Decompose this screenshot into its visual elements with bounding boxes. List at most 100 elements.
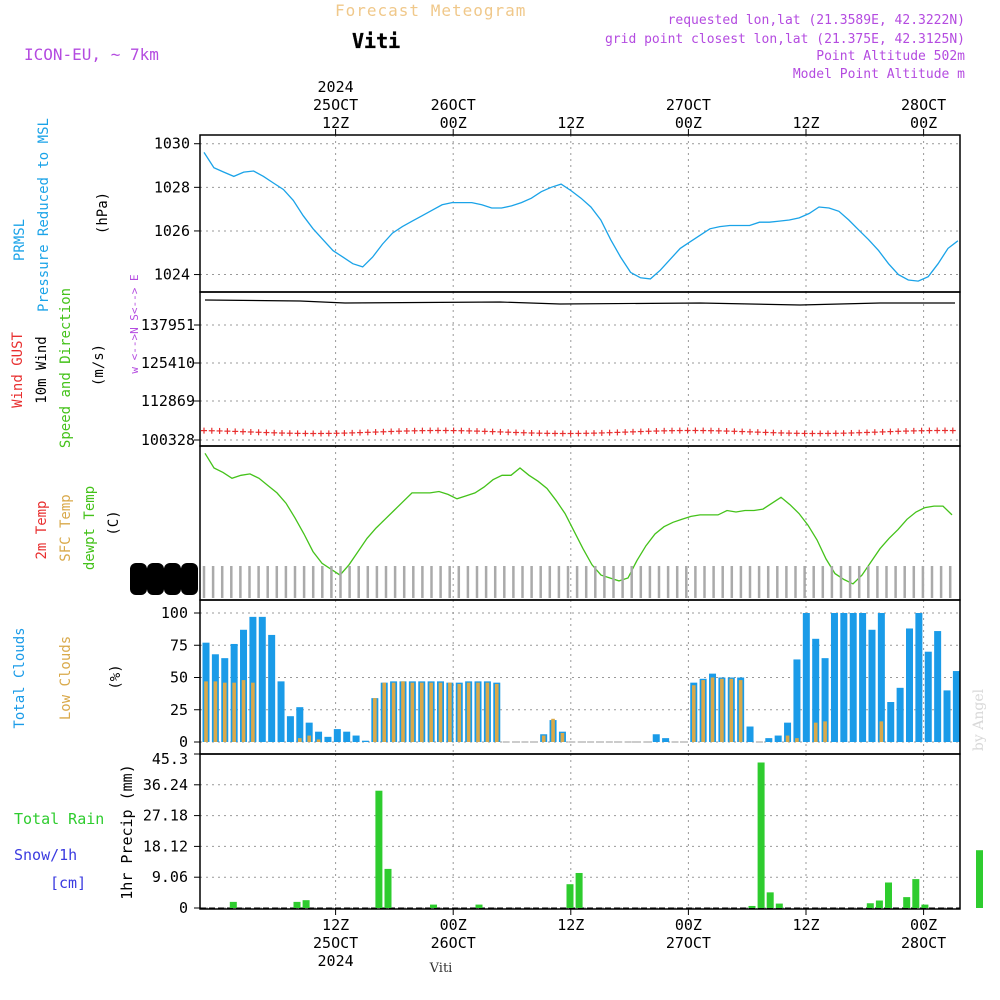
precip-tick-label: 18.12 [143, 837, 188, 855]
time-label-top: 12Z [322, 114, 349, 132]
cloud-unit: (%) [108, 664, 124, 689]
low-cloud-bar [551, 718, 555, 742]
low-cloud-bar [213, 681, 218, 742]
total-cloud-bar [286, 716, 294, 742]
panel-frame-r [199, 753, 961, 910]
low-cloud-bar [541, 735, 546, 742]
total-cloud-bar [315, 731, 323, 742]
panel-frame-w [199, 291, 961, 447]
total-cloud-bar [821, 658, 829, 742]
low-cloud-bar [720, 678, 724, 742]
low-cloud-bar [298, 738, 302, 742]
model-name: ICON-EU, ~ 7km [24, 45, 159, 64]
dewpoint-line [204, 452, 953, 585]
total-cloud-bar [812, 638, 820, 742]
low-cloud-bar [476, 682, 480, 742]
total-cloud-bar [802, 613, 810, 742]
rain-bar [475, 904, 483, 908]
low-cloud-bar [307, 735, 311, 742]
precip-tick-label: 36.24 [143, 776, 188, 794]
cloud-tick-label: 0 [179, 733, 188, 751]
total-cloud-bar [249, 616, 257, 742]
rain-bar [430, 904, 437, 908]
rain-bar [575, 872, 583, 908]
time-label-bottom: 26OCT [431, 934, 476, 952]
cloud-tick-label: 100 [161, 604, 188, 622]
low-cloud-bar [879, 721, 884, 742]
temp-tick-label-blot [181, 573, 198, 595]
low-cloud-bar [691, 685, 696, 742]
rain-bar [775, 903, 783, 908]
time-label-bottom: 00Z [910, 916, 937, 934]
temp-tick-label-blot [130, 573, 147, 595]
low-cloud-bar [560, 732, 565, 742]
low-cloud-bar [729, 678, 734, 742]
total-cloud-bar [859, 613, 867, 742]
rain-bar [375, 790, 383, 908]
total-cloud-bar [868, 629, 876, 742]
low-cloud-bar [466, 682, 471, 742]
time-label-bottom: 25OCT [313, 934, 358, 952]
low-cloud-bar [204, 681, 208, 742]
time-label-top: 27OCT [666, 96, 711, 114]
low-cloud-bar [373, 698, 377, 742]
total-cloud-bar [887, 702, 895, 742]
rain-bar [903, 897, 911, 908]
total-cloud-bar [943, 690, 951, 742]
total-cloud-bar [784, 722, 792, 742]
total-cloud-bar [906, 628, 913, 742]
total-cloud-bar [830, 613, 838, 742]
total-cloud-bar [765, 738, 773, 742]
wind-tick-label: 125410 [141, 354, 195, 372]
total-cloud-bar [746, 726, 754, 742]
total-cloud-bar [774, 735, 782, 742]
wind-gust-label: Wind GUST [10, 332, 26, 408]
low-cloud-bar [823, 721, 827, 742]
meteogram-title: Forecast Meteogram [335, 1, 526, 20]
panel-frame-p [199, 134, 961, 293]
low-cloud-bar [419, 682, 424, 742]
cloud-tick-label: 50 [170, 669, 188, 687]
pressure-tick-label: 1024 [154, 266, 190, 284]
low-cloud-bar [251, 682, 255, 742]
precip-tick-label: 27.18 [143, 807, 188, 825]
total-cloud-bar [915, 613, 923, 742]
total-cloud-bar [296, 707, 304, 742]
rain-bar [566, 884, 574, 908]
watermark: by Angel [971, 688, 987, 751]
wind-tick-label: 137951 [141, 316, 195, 334]
wind-compass: w <-->N S<--> E [128, 274, 141, 373]
precip-tick-label: 45.3 [152, 750, 188, 768]
low-cloud-bar [494, 683, 499, 742]
time-label-bottom: 27OCT [666, 934, 711, 952]
rain-bar [748, 905, 756, 908]
total-cloud-bar [268, 634, 276, 742]
total-cloud-bar [793, 659, 801, 742]
time-label-bottom: 00Z [675, 916, 702, 934]
rain-bar [384, 868, 392, 908]
snow-unit: [cm] [50, 874, 86, 892]
temp-2m-label: 2m Temp [34, 500, 50, 559]
precip-unit: 1hr Precip (mm) [118, 764, 136, 899]
total-cloud-bar [924, 651, 932, 742]
time-label-bottom: 12Z [557, 916, 584, 934]
time-label-bottom: 2024 [318, 952, 354, 970]
dewpoint-label: dewpt Temp [82, 486, 98, 570]
total-cloud-bar [361, 740, 369, 742]
total-cloud-bar [333, 729, 341, 742]
pressure-label-long: Pressure Reduced to MSL [36, 118, 52, 312]
total-cloud-bar [877, 613, 885, 742]
pressure-tick-label: 1030 [154, 135, 190, 153]
time-label-top: 25OCT [313, 96, 358, 114]
low-cloud-bar [485, 682, 490, 742]
cloud-tick-label: 25 [170, 701, 188, 719]
total-cloud-bar [277, 681, 285, 742]
time-label-bottom: 12Z [322, 916, 349, 934]
rain-label: Total Rain [14, 810, 104, 828]
gridpoint-coords: grid point closest lon,lat (21.375E, 42.… [605, 32, 965, 47]
temp-tick-label-blot [164, 573, 181, 595]
total-cloud-bar [352, 735, 360, 742]
rain-bar [293, 901, 301, 908]
low-cloud-bar [448, 682, 452, 742]
temp-unit: (C) [106, 510, 122, 535]
